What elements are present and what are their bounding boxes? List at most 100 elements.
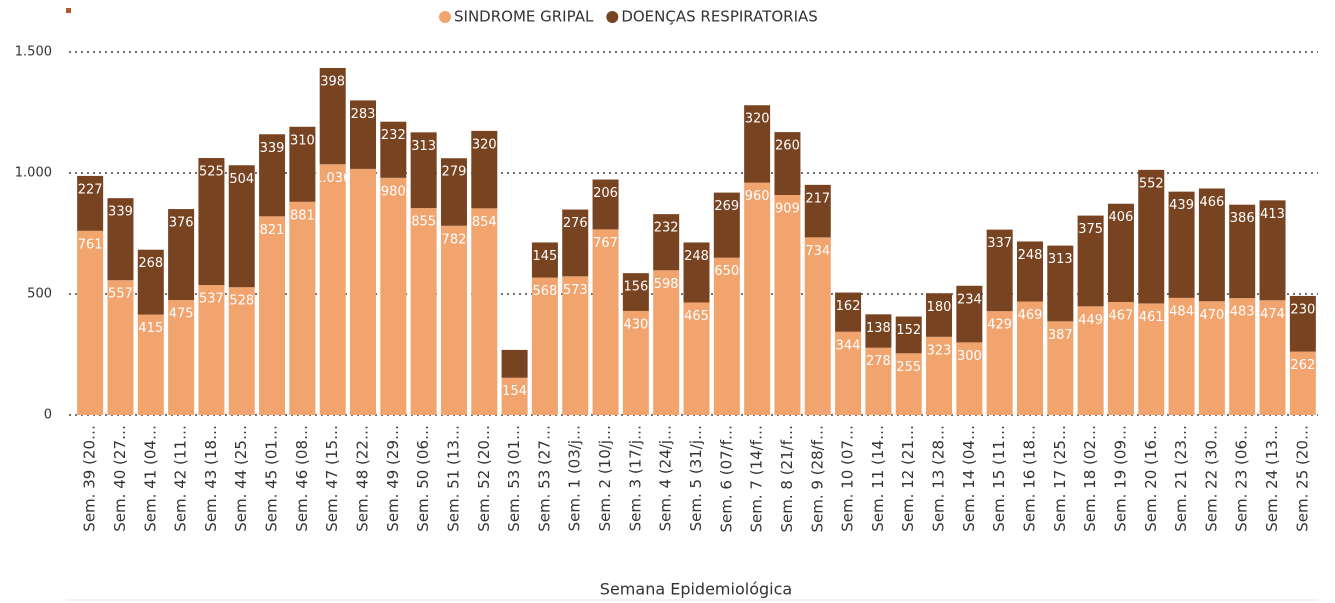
value-label: 406 <box>1109 210 1134 225</box>
bar-segment <box>804 184 831 238</box>
bar-segment <box>865 347 892 415</box>
value-label: 573 <box>563 283 588 298</box>
value-label: 557 <box>108 287 133 302</box>
bar-segment <box>228 287 255 415</box>
x-tick-label: Sem. 49 (29… <box>384 425 402 532</box>
value-label: 429 <box>987 318 1012 333</box>
value-label: 398 <box>320 74 345 89</box>
bar-segment <box>137 249 164 315</box>
bar-segment <box>956 285 983 343</box>
value-label: 279 <box>442 165 467 180</box>
bar-segment <box>319 67 346 165</box>
value-label: 300 <box>957 349 982 364</box>
bar-segment <box>380 121 407 178</box>
legend-marker <box>606 11 619 23</box>
value-label: 537 <box>199 292 224 307</box>
value-label: 415 <box>138 321 163 336</box>
bar-segment <box>410 132 437 209</box>
bar-segment <box>592 229 619 415</box>
value-label: 483 <box>1230 305 1255 320</box>
bar-segment <box>1047 245 1074 322</box>
value-label: 504 <box>229 172 254 187</box>
value-label: 278 <box>866 354 891 369</box>
value-label: 260 <box>775 139 800 154</box>
x-tick-label: Sem. 15 (11… <box>990 425 1008 532</box>
value-label: 232 <box>381 128 406 143</box>
value-label: 152 <box>896 323 921 338</box>
bar-segment <box>380 177 407 415</box>
x-tick-label: Sem. 1 (03/j… <box>566 425 584 531</box>
bar-segment <box>350 168 377 415</box>
value-label: 465 <box>684 309 709 324</box>
bar-segment <box>1077 215 1104 307</box>
value-label: 528 <box>229 294 254 309</box>
x-tick-label: Sem. 20 (16… <box>1142 425 1160 532</box>
value-label: 761 <box>78 237 103 252</box>
x-tick-label: Sem. 13 (28… <box>930 425 948 532</box>
value-label: 430 <box>623 317 648 332</box>
bar-segment <box>1138 303 1165 415</box>
value-label: 313 <box>411 139 436 154</box>
bar-segment <box>471 208 498 415</box>
value-label: 217 <box>805 191 830 206</box>
bar-segment <box>1168 191 1195 298</box>
value-label: 310 <box>290 133 315 148</box>
bar-segment <box>350 100 377 169</box>
bar-segment <box>259 216 286 415</box>
bar-segment <box>683 302 710 415</box>
value-label: 230 <box>1290 302 1315 317</box>
bar-segment <box>744 105 771 183</box>
x-tick-label: Sem. 47 (15… <box>323 425 341 532</box>
x-tick-label: Sem. 23 (06… <box>1233 425 1251 532</box>
value-label: 156 <box>623 280 648 295</box>
x-tick-label: Sem. 6 (07/f… <box>717 425 735 532</box>
bar-segment <box>168 209 195 301</box>
x-tick-label: Sem. 10 (07… <box>839 425 857 532</box>
x-tick-label: Sem. 5 (31/j… <box>687 425 705 531</box>
value-label: 484 <box>1169 304 1194 319</box>
x-tick-label: Sem. 11 (14… <box>869 425 887 532</box>
x-tick-label: Sem. 16 (18… <box>1020 425 1038 532</box>
x-tick-label: Sem. 17 (25… <box>1051 425 1069 532</box>
bar-segment <box>1047 321 1074 415</box>
x-tick-label: Sem. 7 (14/f… <box>748 425 766 532</box>
x-tick-label: Sem. 21 (23… <box>1172 425 1190 532</box>
bar-segment <box>259 134 286 217</box>
x-tick-label: Sem. 45 (01… <box>263 425 281 532</box>
x-tick-label: Sem. 52 (20… <box>475 425 493 532</box>
x-tick-label: Sem. 2 (10/j… <box>596 425 614 531</box>
x-tick-label: Sem. 51 (13… <box>444 425 462 532</box>
bar-segment <box>1198 301 1225 415</box>
value-label: 234 <box>957 292 982 307</box>
bar-segment <box>531 277 558 415</box>
value-label: 821 <box>260 223 285 238</box>
value-label: 475 <box>169 307 194 322</box>
x-tick-label: Sem. 24 (13… <box>1263 425 1281 532</box>
bar-segment <box>683 242 710 303</box>
value-label: 469 <box>1018 308 1043 323</box>
value-label: 387 <box>1048 328 1073 343</box>
value-label: 474 <box>1260 307 1285 322</box>
value-label: 467 <box>1109 308 1134 323</box>
bar-segment <box>986 311 1013 415</box>
bar-segment <box>1016 241 1043 302</box>
bar-segment <box>107 198 134 281</box>
value-label: 909 <box>775 202 800 217</box>
x-tick-label: Sem. 50 (06… <box>414 425 432 532</box>
x-tick-label: Sem. 53 (01… <box>505 425 523 532</box>
bar-segment <box>1259 300 1286 415</box>
y-tick-label: 1.000 <box>15 166 52 181</box>
bar-segment <box>744 182 771 415</box>
bar-segment <box>653 270 680 415</box>
bar-segment <box>1259 200 1286 301</box>
value-label: 323 <box>927 343 952 358</box>
x-tick-label: Sem. 14 (04… <box>960 425 978 532</box>
value-label: 960 <box>745 189 770 204</box>
x-tick-label: Sem. 25 (20… <box>1293 425 1311 532</box>
value-label: 854 <box>472 215 497 230</box>
x-tick-label: Sem. 40 (27… <box>111 425 129 532</box>
bar-segment <box>986 229 1013 312</box>
bar-segment <box>562 209 589 277</box>
value-label: 980 <box>381 184 406 199</box>
x-axis-title: Semana Epidemiológica <box>600 580 792 599</box>
